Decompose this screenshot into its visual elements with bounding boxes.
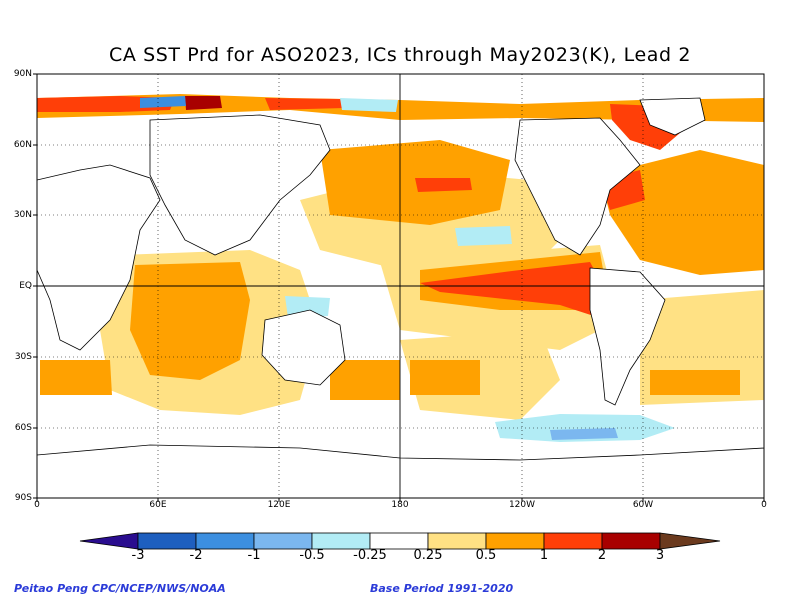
ytick-label: 90S bbox=[14, 493, 32, 503]
land-outlines bbox=[37, 97, 764, 498]
colorbar-low-arrow bbox=[79, 532, 139, 550]
xtick-label: 180 bbox=[391, 500, 409, 510]
colorbar-label: 0.25 bbox=[413, 548, 443, 563]
colorbar-bin bbox=[195, 532, 255, 550]
map-field bbox=[37, 74, 764, 498]
southern-cool-2 bbox=[550, 428, 618, 440]
colorbar bbox=[79, 532, 721, 550]
colorbar-label: 0.5 bbox=[475, 548, 497, 563]
arctic-cool bbox=[140, 96, 186, 108]
ytick-label: 30N bbox=[13, 210, 32, 220]
colorbar-bin bbox=[485, 532, 545, 550]
arctic-darkred bbox=[185, 96, 222, 110]
eqpac-red bbox=[420, 262, 605, 318]
ytick-label: 60N bbox=[13, 140, 32, 150]
npac-cool bbox=[455, 226, 512, 246]
tasman-orange bbox=[330, 360, 400, 400]
colorbar-label: -3 bbox=[131, 548, 145, 563]
colorbar-bin bbox=[601, 532, 661, 550]
grid-solid bbox=[37, 74, 764, 498]
arctic-cool-2 bbox=[340, 98, 398, 112]
colorbar-label: 3 bbox=[655, 548, 665, 563]
chart-title: CA SST Prd for ASO2023, ICs through May2… bbox=[108, 44, 692, 66]
colorbar-label: -1 bbox=[247, 548, 261, 563]
spac-orange bbox=[410, 360, 480, 395]
xtick-label: 60E bbox=[149, 500, 167, 510]
colorbar-high-arrow bbox=[659, 532, 721, 550]
credit-base-period: Base Period 1991-2020 bbox=[370, 582, 514, 595]
xtick-label: 120W bbox=[508, 500, 536, 510]
ytick-label: 30S bbox=[14, 352, 32, 362]
colorbar-bin bbox=[311, 532, 371, 550]
tick-marks bbox=[33, 73, 765, 502]
npac-orange bbox=[320, 140, 510, 225]
arctic-red-central bbox=[265, 98, 345, 110]
ytick-label: 90N bbox=[13, 69, 32, 79]
colorbar-bin bbox=[543, 532, 603, 550]
xtick-label: 120E bbox=[267, 500, 291, 510]
xtick-label: 0 bbox=[34, 500, 40, 510]
colorbar-label: -2 bbox=[189, 548, 203, 563]
aus-west-orange bbox=[40, 360, 112, 395]
colorbar-label: -0.5 bbox=[299, 548, 325, 563]
ytick-label: EQ bbox=[19, 281, 32, 291]
satl-orange bbox=[650, 370, 740, 395]
xtick-label: 60W bbox=[632, 500, 654, 510]
xtick-label: 0 bbox=[761, 500, 767, 510]
wpac-cool bbox=[285, 296, 330, 318]
npac-red bbox=[415, 178, 472, 192]
colorbar-bin bbox=[369, 532, 429, 550]
colorbar-bin bbox=[253, 532, 313, 550]
ytick-label: 60S bbox=[14, 423, 32, 433]
credit-author: Peitao Peng CPC/NCEP/NWS/NOAA bbox=[14, 582, 226, 595]
colorbar-label: 2 bbox=[597, 548, 607, 563]
indian-orange bbox=[130, 262, 250, 380]
colorbar-label: 1 bbox=[539, 548, 549, 563]
colorbar-label: -0.25 bbox=[353, 548, 387, 563]
colorbar-bin bbox=[427, 532, 487, 550]
colorbar-bin bbox=[137, 532, 197, 550]
